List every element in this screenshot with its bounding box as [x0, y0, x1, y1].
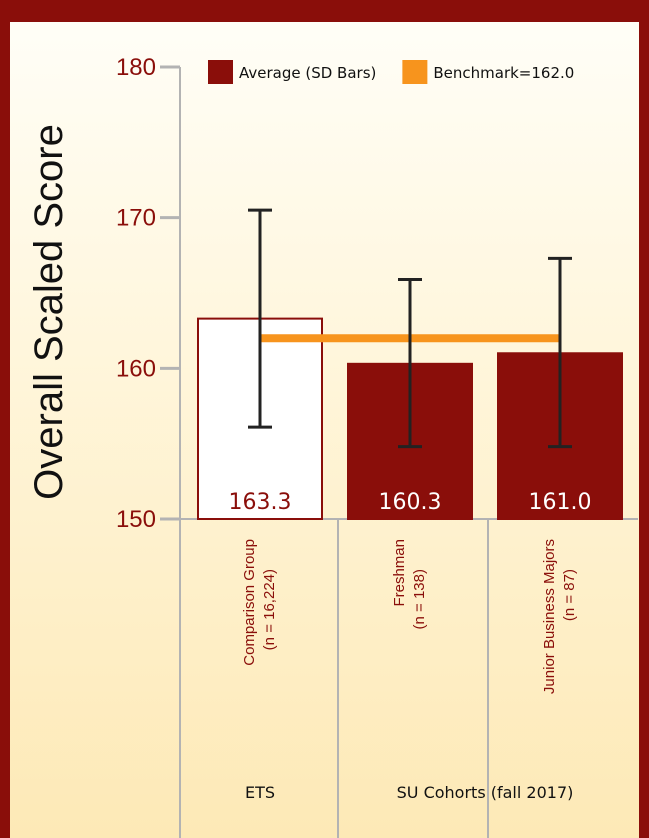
data-label: 160.3: [379, 490, 442, 515]
group-label: ETS: [245, 783, 275, 802]
category-label-line1: Comparison Group: [241, 539, 258, 666]
category-label: Freshman (n = 138): [391, 539, 428, 629]
category-label-line1: Junior Business Majors: [541, 539, 558, 694]
data-label: 161.0: [529, 490, 592, 515]
y-tick-label: 150: [116, 506, 156, 533]
y-axis-title: Overall Scaled Score: [27, 124, 71, 500]
legend-swatch: [402, 60, 428, 84]
category-label-line2: (n = 87): [561, 569, 578, 621]
y-tick-label: 180: [116, 54, 156, 81]
y-tick-label: 170: [116, 205, 156, 232]
category-label-line2: (n = 138): [411, 569, 428, 629]
legend: Average (SD Bars) Benchmark=162.0: [208, 60, 574, 84]
bar-chart: Overall Scaled Score Average (SD Bars) Be…: [27, 54, 638, 838]
category-label: Comparison Group (n = 16,224): [241, 539, 278, 666]
category-label-line2: (n = 16,224): [261, 569, 278, 650]
chart-panel: Overall Scaled Score Average (SD Bars) Be…: [10, 22, 639, 838]
data-label: 163.3: [229, 490, 292, 515]
legend-swatch: [208, 60, 233, 84]
legend-label: Average (SD Bars): [239, 64, 376, 82]
legend-label: Benchmark=162.0: [433, 64, 574, 82]
group-label: SU Cohorts (fall 2017): [397, 783, 574, 802]
y-tick-label: 160: [116, 355, 156, 382]
category-label: Junior Business Majors (n = 87): [541, 539, 578, 694]
plot-area: 150 160 170 180 163.3 160.3 161.0 Comparison Gr…: [116, 54, 638, 838]
category-label-line1: Freshman: [391, 539, 408, 607]
